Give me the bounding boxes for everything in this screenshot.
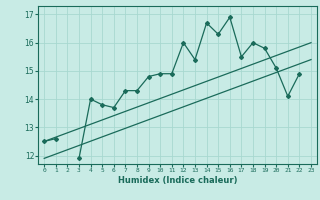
- X-axis label: Humidex (Indice chaleur): Humidex (Indice chaleur): [118, 176, 237, 185]
